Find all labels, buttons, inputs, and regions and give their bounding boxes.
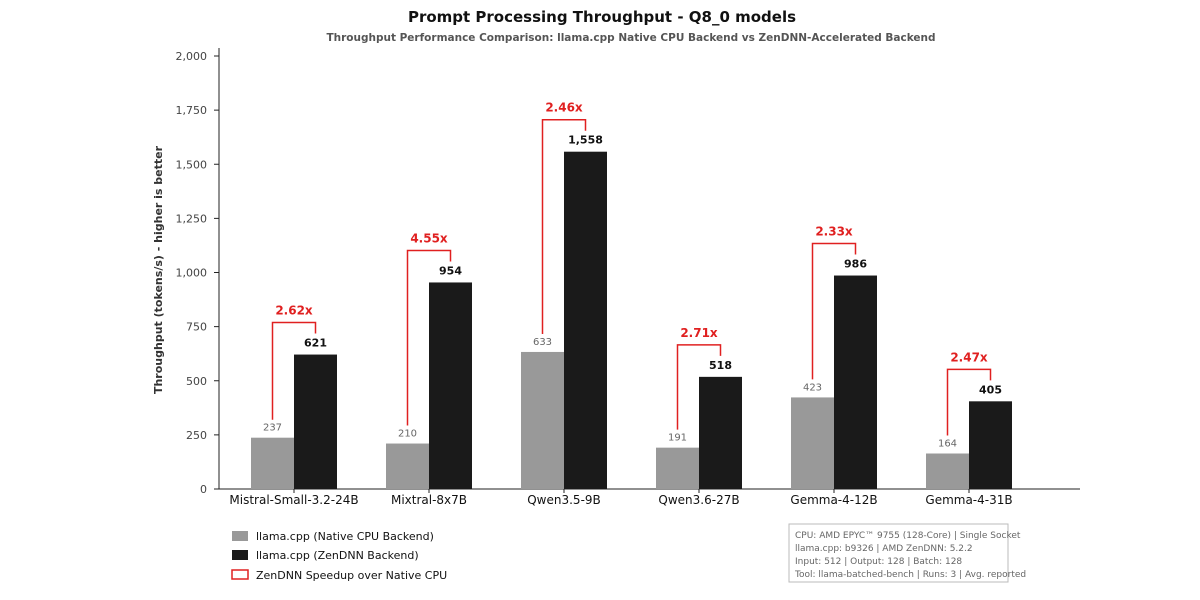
bar-zendnn	[834, 275, 877, 489]
value-label-native: 164	[938, 438, 957, 449]
value-label-zendnn: 405	[979, 383, 1002, 396]
legend-label-speedup: ZenDNN Speedup over Native CPU	[256, 569, 447, 582]
bar-native	[791, 397, 834, 489]
speedup-label: 2.47x	[950, 350, 988, 364]
bar-group: 191 518 2.71x Qwen3.6-27B	[656, 326, 742, 507]
config-note-line: Input: 512 | Output: 128 | Batch: 128	[795, 557, 962, 567]
bar-native	[251, 437, 294, 489]
config-notes-box: CPU: AMD EPYC™ 9755 (128-Core) | Single …	[788, 523, 1026, 583]
bar-native	[386, 443, 429, 489]
bar-native	[521, 351, 564, 489]
category-label: Mixtral-8x7B	[391, 493, 467, 507]
y-tick-label: 1,000	[176, 267, 208, 280]
bar-zendnn	[429, 282, 472, 489]
bar-zendnn	[294, 354, 337, 489]
legend: llama.cpp (Native CPU Backend) llama.cpp…	[231, 530, 447, 582]
value-label-zendnn: 621	[304, 337, 327, 350]
value-label-zendnn: 518	[709, 359, 732, 372]
legend-swatch-speedup	[231, 569, 249, 580]
value-label-zendnn: 986	[844, 258, 867, 271]
y-tick-label: 1,250	[176, 212, 208, 225]
legend-swatch-native	[232, 531, 248, 541]
legend-label-zendnn: llama.cpp (ZenDNN Backend)	[256, 549, 419, 562]
bar-native	[656, 447, 699, 489]
category-label: Qwen3.6-27B	[658, 493, 739, 507]
bar-zendnn	[564, 151, 607, 489]
bar-group: 164 405 2.47x Gemma-4-31B	[925, 350, 1012, 507]
bar-native	[926, 453, 969, 489]
y-axis-ticks: 0 250 500 750 1,000 1,250 1,500 1,750 2,000	[176, 50, 219, 496]
category-label: Gemma-4-31B	[925, 493, 1012, 507]
y-axis-label: Throughput (tokens/s) - higher is better	[152, 145, 165, 394]
bar-group: 237 621 2.62x Mistral-Small-3.2-24B	[229, 304, 358, 507]
value-label-native: 210	[398, 429, 417, 440]
chart-title: Prompt Processing Throughput - Q8_0 mode…	[408, 8, 796, 26]
speedup-bracket	[811, 242, 857, 380]
category-label: Gemma-4-12B	[790, 493, 877, 507]
bar-groups: 237 621 2.62x Mistral-Small-3.2-24B 210 954 4.…	[229, 101, 1012, 507]
config-note-line: llama.cpp: b9326 | AMD ZenDNN: 5.2.2	[795, 544, 973, 554]
y-tick-label: 1,500	[176, 158, 208, 171]
value-label-zendnn: 954	[439, 264, 462, 277]
y-tick-label: 1,750	[176, 104, 208, 117]
speedup-label: 2.71x	[680, 326, 718, 340]
bar-group: 423 986 2.33x Gemma-4-12B	[790, 225, 877, 507]
bar-zendnn	[969, 401, 1012, 489]
chart-subtitle: Throughput Performance Comparison: llama…	[326, 32, 935, 44]
speedup-bracket	[541, 118, 587, 334]
category-label: Mistral-Small-3.2-24B	[229, 493, 358, 507]
speedup-label: 4.55x	[410, 231, 448, 245]
y-tick-label: 750	[186, 321, 207, 334]
speedup-bracket	[271, 321, 317, 420]
config-notes-frame	[788, 523, 1009, 583]
value-label-native: 237	[263, 423, 282, 434]
speedup-bracket	[676, 344, 722, 430]
y-tick-label: 2,000	[176, 50, 208, 63]
config-note-line: Tool: llama-batched-bench | Runs: 3 | Av…	[794, 570, 1026, 580]
legend-swatch-zendnn	[232, 550, 248, 560]
speedup-label: 2.33x	[815, 225, 853, 239]
bar-group: 210 954 4.55x Mixtral-8x7B	[386, 231, 472, 507]
y-tick-label: 0	[200, 483, 207, 496]
config-note-line: CPU: AMD EPYC™ 9755 (128-Core) | Single …	[795, 531, 1021, 541]
speedup-bracket	[946, 368, 992, 436]
legend-label-native: llama.cpp (Native CPU Backend)	[256, 530, 434, 543]
value-label-native: 191	[668, 433, 687, 444]
bar-zendnn	[699, 376, 742, 489]
y-tick-label: 250	[186, 429, 207, 442]
category-label: Qwen3.5-9B	[527, 493, 601, 507]
speedup-bracket	[406, 249, 452, 426]
value-label-zendnn: 1,558	[568, 134, 603, 147]
speedup-label: 2.46x	[545, 101, 583, 115]
speedup-label: 2.62x	[275, 304, 313, 318]
y-tick-label: 500	[186, 375, 207, 388]
value-label-native: 633	[533, 337, 552, 348]
bar-group: 633 1,558 2.46x Qwen3.5-9B	[521, 101, 607, 507]
value-label-native: 423	[803, 382, 822, 393]
